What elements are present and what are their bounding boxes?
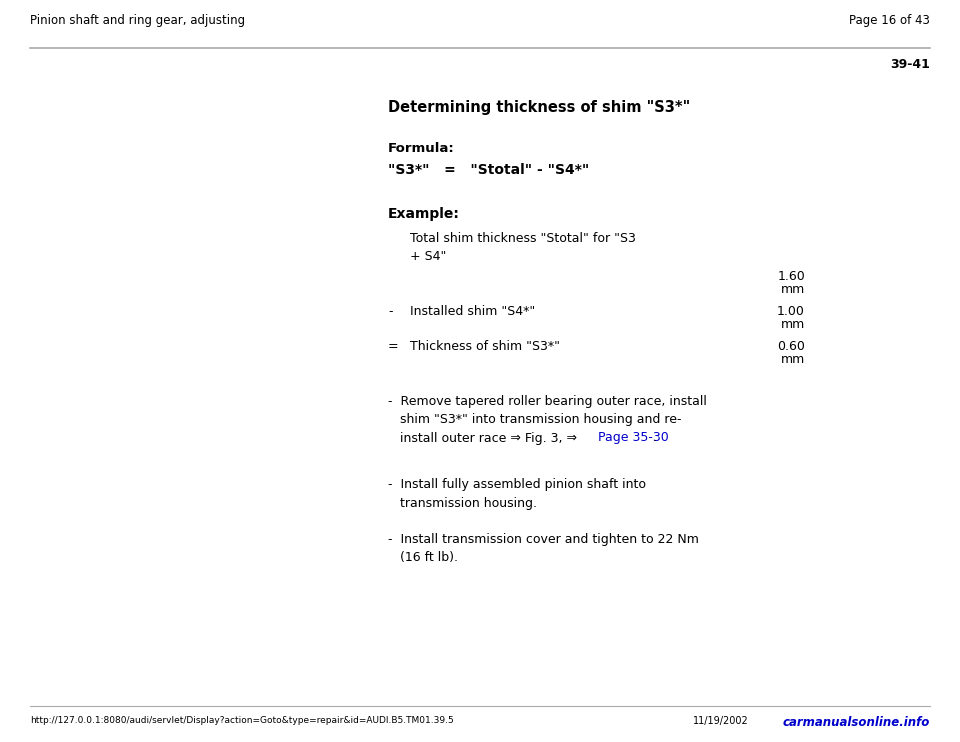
Text: Thickness of shim "S3*": Thickness of shim "S3*" — [410, 340, 560, 353]
Text: -: - — [388, 305, 393, 318]
Text: Pinion shaft and ring gear, adjusting: Pinion shaft and ring gear, adjusting — [30, 14, 245, 27]
Text: Total shim thickness "Stotal" for "S3
+ S4": Total shim thickness "Stotal" for "S3 + … — [410, 232, 636, 263]
Text: Page 16 of 43: Page 16 of 43 — [850, 14, 930, 27]
Text: 0.60: 0.60 — [778, 340, 805, 353]
Text: carmanualsonline.info: carmanualsonline.info — [782, 716, 930, 729]
Text: -  Install transmission cover and tighten to 22 Nm
   (16 ft lb).: - Install transmission cover and tighten… — [388, 533, 699, 565]
Text: -  Remove tapered roller bearing outer race, install
   shim "S3*" into transmis: - Remove tapered roller bearing outer ra… — [388, 395, 707, 445]
Text: mm: mm — [780, 283, 805, 296]
Text: 1.60: 1.60 — [778, 270, 805, 283]
Text: .: . — [649, 431, 657, 444]
Text: 39-41: 39-41 — [890, 58, 930, 71]
Text: 11/19/2002: 11/19/2002 — [693, 716, 749, 726]
Text: 1.00: 1.00 — [778, 305, 805, 318]
Text: Formula:: Formula: — [388, 142, 455, 155]
Text: -  Install fully assembled pinion shaft into
   transmission housing.: - Install fully assembled pinion shaft i… — [388, 478, 646, 510]
Text: =: = — [388, 340, 398, 353]
Text: mm: mm — [780, 318, 805, 331]
Text: mm: mm — [780, 353, 805, 366]
Text: Page 35-30: Page 35-30 — [598, 431, 669, 444]
Text: Determining thickness of shim "S3*": Determining thickness of shim "S3*" — [388, 100, 690, 115]
Text: Installed shim "S4*": Installed shim "S4*" — [410, 305, 536, 318]
Text: "S3*"   =   "Stotal" - "S4*": "S3*" = "Stotal" - "S4*" — [388, 163, 589, 177]
Text: Example:: Example: — [388, 207, 460, 221]
Text: http://127.0.0.1:8080/audi/servlet/Display?action=Goto&type=repair&id=AUDI.B5.TM: http://127.0.0.1:8080/audi/servlet/Displ… — [30, 716, 454, 725]
